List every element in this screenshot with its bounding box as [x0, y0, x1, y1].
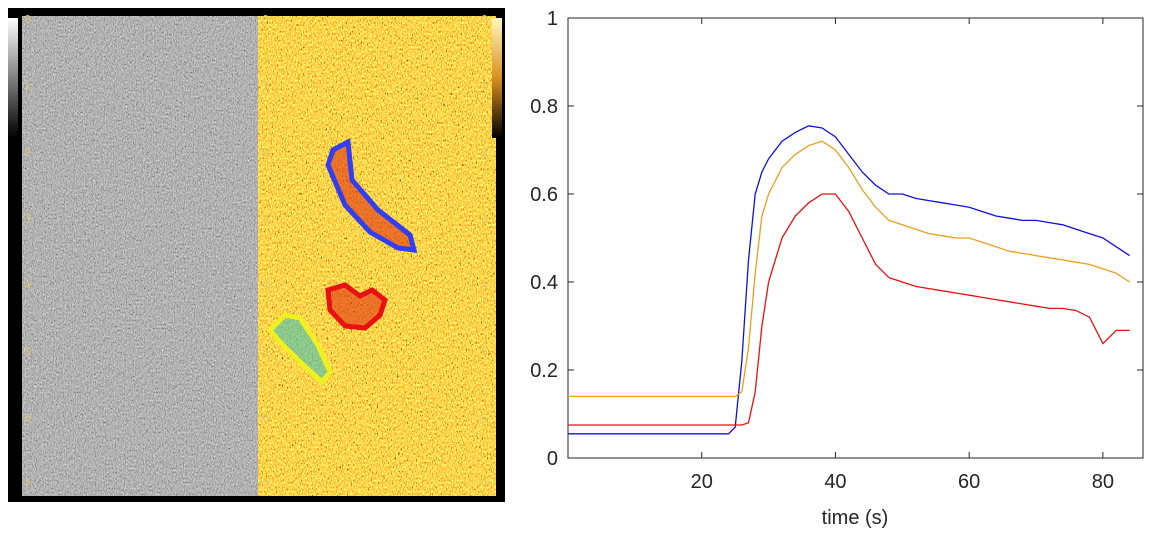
x-tick-label: 60	[958, 471, 980, 493]
ultrasound-image: 0 0 0 1 1 1 2 2 2 3 3 3 4 4 4 5 5 5 6 6 6 7 7 7	[8, 8, 505, 502]
depth-label: 2	[24, 146, 31, 159]
contrast-panel	[258, 16, 496, 496]
depth-label: 4	[262, 279, 269, 292]
depth-label: 1	[481, 80, 488, 93]
x-tick-label: 80	[1092, 471, 1114, 493]
depth-label: 1	[262, 80, 269, 93]
depth-label: 7	[481, 479, 488, 492]
depth-label: 2	[481, 146, 488, 159]
x-tick-label: 20	[691, 471, 713, 493]
roi-red	[325, 282, 388, 331]
roi-blue	[325, 138, 418, 253]
y-tick-label: 0.2	[530, 360, 558, 382]
depth-label: 3	[481, 213, 488, 226]
depth-label: 3	[262, 213, 269, 226]
depth-label: 2	[262, 146, 269, 159]
depth-label: 6	[24, 412, 31, 425]
depth-label: 5	[24, 346, 31, 359]
series-line	[568, 125, 1130, 435]
depth-label: 7	[24, 479, 31, 492]
depth-label: 1	[24, 80, 31, 93]
line-chart: time (s) 0 0.2 0.4 0.6 0.8 1 20 40 60 80	[530, 8, 1144, 529]
x-tick-label: 40	[824, 471, 846, 493]
y-tick-label: 0	[547, 448, 558, 470]
y-tick-label: 1	[547, 8, 558, 30]
depth-label: 0	[481, 13, 488, 26]
y-tick-label: 0.4	[530, 272, 558, 294]
depth-scale: 0 0 0 1 1 1 2 2 2 3 3 3 4 4 4 5 5 5 6 6 6 7 7 7	[24, 13, 488, 492]
series-line	[568, 193, 1130, 426]
y-tick-label: 0.6	[530, 184, 558, 206]
depth-label: 5	[262, 346, 269, 359]
x-axis-label: time (s)	[822, 507, 889, 529]
depth-label: 0	[24, 13, 31, 26]
gold-colorbar	[492, 18, 502, 138]
gray-colorbar	[8, 18, 18, 138]
y-tick-label: 0.8	[530, 96, 558, 118]
depth-label: 6	[481, 412, 488, 425]
depth-label: 4	[24, 279, 31, 292]
roi-yellow	[266, 312, 333, 386]
depth-label: 6	[262, 412, 269, 425]
depth-label: 3	[24, 213, 31, 226]
depth-label: 4	[481, 279, 488, 292]
depth-label: 5	[481, 346, 488, 359]
plot-area	[567, 17, 1144, 459]
depth-label: 0	[262, 13, 269, 26]
depth-label: 7	[262, 479, 269, 492]
series-line	[568, 140, 1130, 398]
b-mode-panel	[22, 16, 258, 496]
